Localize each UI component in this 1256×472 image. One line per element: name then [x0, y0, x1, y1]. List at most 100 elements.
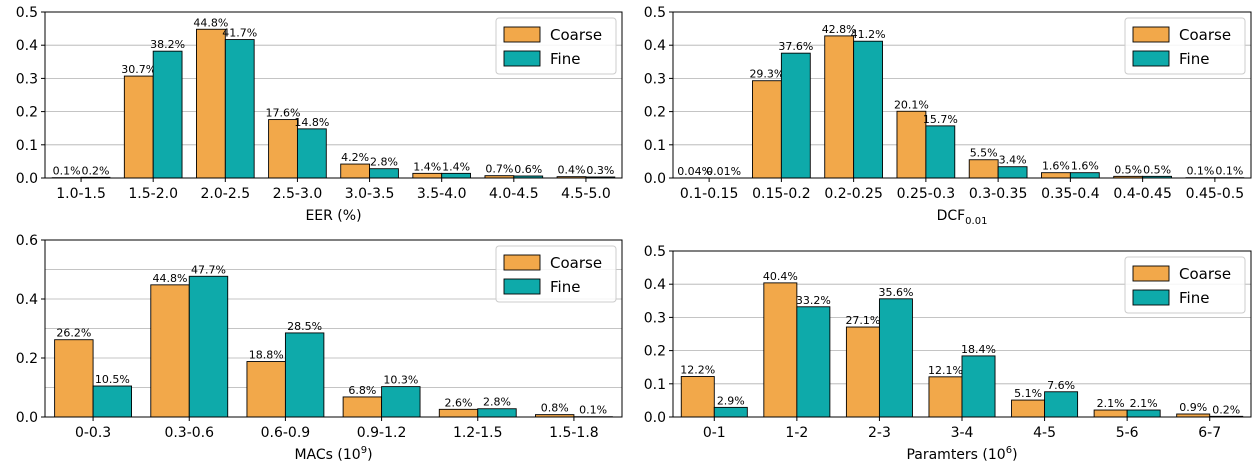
bar-coarse-4	[342, 396, 383, 418]
legend-swatch-fine	[503, 50, 541, 67]
y-tick-label: 0.4	[644, 38, 666, 54]
data-label: 0.01%	[706, 165, 741, 178]
data-label: 0.8%	[541, 402, 569, 415]
y-tick-label: 0.5	[16, 5, 38, 21]
data-label: 0.5%	[1114, 163, 1142, 176]
data-label: 0.3%	[586, 164, 614, 177]
bar-coarse-6	[1093, 409, 1128, 418]
bar-fine-5	[997, 166, 1028, 179]
data-label: 40.4%	[763, 270, 798, 283]
x-tick-label: 4.5-5.0	[561, 186, 611, 202]
data-label: 14.8%	[294, 116, 329, 129]
y-tick-label: 0.3	[644, 71, 666, 87]
bar-coarse-1	[54, 339, 94, 418]
data-label: 0.5%	[1143, 163, 1171, 176]
chart-panel-3: 26.2% 44.8% 18.8% 6.8% 2.6% 0.8% 10.5% 47.7% 28.…	[16, 233, 623, 463]
x-axis-label: Paramters (106)	[906, 445, 1017, 463]
bar-coarse-1	[680, 376, 715, 418]
bar-fine-2	[796, 306, 831, 418]
legend-label-fine: Fine	[550, 278, 580, 296]
legend: Coarse Fine	[1124, 17, 1246, 75]
data-label: 12.2%	[680, 363, 715, 376]
bar-fine-3	[284, 332, 325, 418]
y-tick-label: 0.2	[644, 344, 666, 360]
bar-fine-2	[152, 50, 183, 179]
x-axis-label: EER (%)	[305, 208, 361, 224]
bar-fine-4	[961, 355, 996, 418]
x-tick-label: 0.4-0.45	[1113, 186, 1172, 202]
bar-coarse-2	[752, 80, 782, 179]
legend-label-fine: Fine	[550, 50, 580, 68]
data-label: 1.4%	[413, 160, 441, 173]
legend: Coarse Fine	[1124, 256, 1246, 314]
bar-coarse-4	[268, 119, 298, 179]
y-tick-label: 0.1	[16, 138, 38, 154]
data-label: 15.7%	[923, 113, 958, 126]
bar-fine-6	[1126, 409, 1161, 418]
x-tick-label: 0.25-0.3	[897, 186, 956, 202]
bar-fine-5	[477, 408, 517, 418]
y-tick-label: 0.2	[16, 351, 38, 367]
bar-fine-2	[780, 52, 811, 179]
bar-fine-2	[188, 275, 229, 418]
data-label: 26.2%	[56, 327, 91, 340]
bar-coarse-3	[246, 361, 286, 418]
data-label: 1.6%	[1042, 160, 1070, 173]
bar-fine-3	[853, 40, 883, 179]
data-label: 2.9%	[717, 394, 745, 407]
x-tick-label: 0.2-0.25	[824, 186, 883, 202]
x-tick-label: 3.5-4.0	[417, 186, 467, 202]
data-label: 17.6%	[266, 107, 301, 120]
data-label: 33.2%	[796, 294, 831, 307]
bar-coarse-5	[1011, 399, 1046, 418]
x-tick-label: 0.9-1.2	[357, 425, 407, 441]
data-label: 0.2%	[82, 164, 110, 177]
y-tick-label: 0.4	[16, 292, 38, 308]
y-tick-label: 0.2	[16, 105, 38, 121]
bar-fine-1	[92, 385, 133, 418]
y-tick-label: 0.0	[644, 171, 666, 187]
data-label: 30.7%	[121, 63, 156, 76]
data-label: 10.5%	[95, 373, 130, 386]
x-tick-label: 5-6	[1116, 425, 1139, 441]
data-label: 0.4%	[558, 164, 586, 177]
x-tick-label: 0.3-0.35	[969, 186, 1028, 202]
bar-coarse-6	[412, 172, 443, 179]
x-tick-label: 0.1-0.15	[680, 186, 739, 202]
data-label: 18.4%	[961, 343, 996, 356]
x-tick-label: 1.0-1.5	[56, 186, 106, 202]
data-label: 2.6%	[445, 396, 473, 409]
data-label: 38.2%	[150, 38, 185, 51]
legend-swatch-fine	[503, 278, 541, 295]
data-label: 42.8%	[822, 23, 857, 36]
x-axis-label: DCF0.01	[937, 208, 988, 227]
bar-fine-1	[713, 406, 748, 418]
x-tick-label: 1-2	[785, 425, 808, 441]
axes-frame	[44, 11, 623, 179]
bar-fine-5	[369, 168, 399, 179]
legend-swatch-fine	[1132, 289, 1170, 306]
data-label: 20.1%	[894, 98, 929, 111]
x-axis-label: MACs (109)	[294, 445, 372, 463]
data-label: 0.04%	[677, 165, 712, 178]
legend-label-coarse: Coarse	[550, 254, 602, 272]
data-label: 41.2%	[851, 28, 886, 41]
x-tick-label: 6-7	[1198, 425, 1221, 441]
data-label: 0.1%	[579, 404, 607, 417]
data-label: 0.1%	[53, 165, 81, 178]
data-label: 2.1%	[1097, 397, 1125, 410]
x-tick-label: 0.6-0.9	[261, 425, 311, 441]
axes-frame	[44, 239, 623, 418]
legend-label-fine: Fine	[1179, 289, 1209, 307]
data-label: 2.8%	[370, 156, 398, 169]
bar-fine-6	[441, 172, 471, 179]
chart-panel-2: 0.04%29.3%42.8%20.1%5.5%1.6% 0.5% 0.1%0.01…	[644, 5, 1252, 227]
y-tick-label: 0.5	[644, 244, 666, 260]
bar-fine-4	[381, 386, 421, 418]
data-label: 41.7%	[222, 27, 257, 40]
legend-swatch-coarse	[1132, 26, 1170, 43]
data-label: 1.6%	[1071, 160, 1099, 173]
bar-coarse-5	[438, 408, 479, 418]
bar-fine-3	[224, 39, 255, 179]
